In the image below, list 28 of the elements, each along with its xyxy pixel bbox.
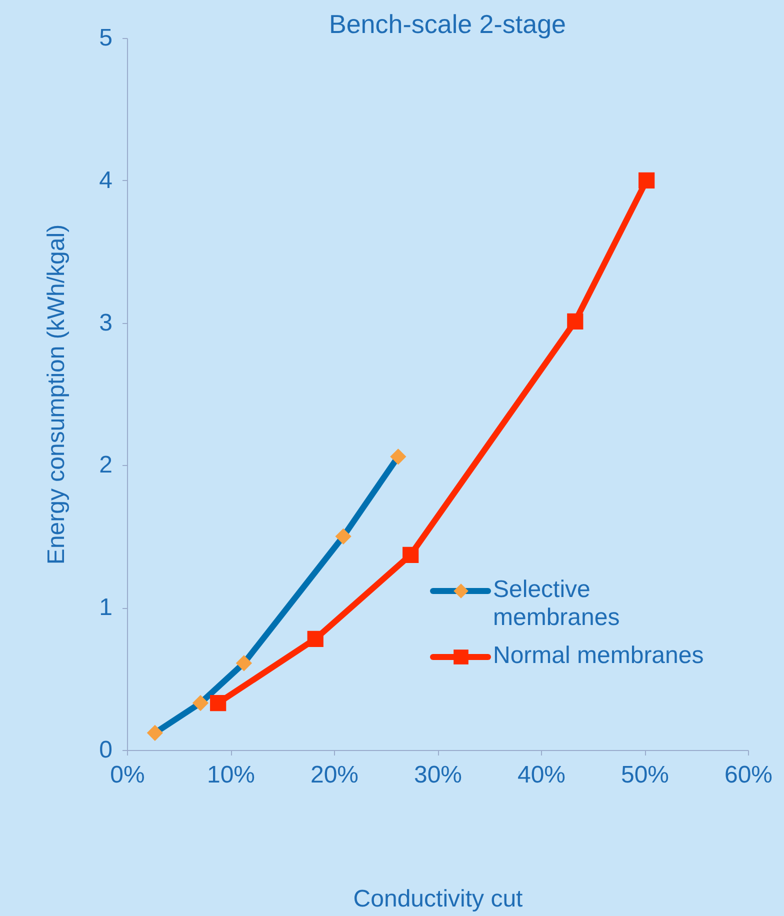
point: [335, 528, 352, 544]
legend-label: Selective membranes: [493, 576, 620, 631]
x-tick-label: 0%: [110, 762, 145, 788]
point: [210, 694, 226, 712]
point: [146, 724, 164, 741]
point: [192, 694, 209, 712]
legend-label: Normal membranes: [493, 642, 704, 669]
y-axis-title: Energy consumption (kWh/kgal): [43, 224, 70, 565]
chart-title: Bench-scale 2-stage: [328, 9, 566, 39]
x-tick-label: 10%: [206, 762, 256, 788]
x-tick-label: 20%: [310, 762, 359, 788]
x-tick-label: 40%: [517, 762, 566, 788]
y-tick-label: 0: [99, 736, 112, 764]
y-tick-label: 4: [99, 166, 112, 194]
point: [307, 630, 324, 647]
point: [402, 546, 419, 563]
point: [390, 448, 406, 465]
y-tick-label: 3: [99, 309, 112, 336]
point: [236, 655, 252, 672]
point: [567, 313, 584, 330]
point: [638, 172, 655, 188]
x-tick-label: 50%: [620, 762, 670, 788]
y-tick-label: 2: [99, 452, 112, 479]
x-axis-title: Conductivity cut: [353, 886, 524, 912]
x-tick-label: 30%: [414, 762, 462, 788]
y-tick-label: 5: [99, 24, 112, 52]
x-tick-label: 60%: [724, 762, 773, 788]
y-tick-label: 1: [99, 594, 112, 622]
